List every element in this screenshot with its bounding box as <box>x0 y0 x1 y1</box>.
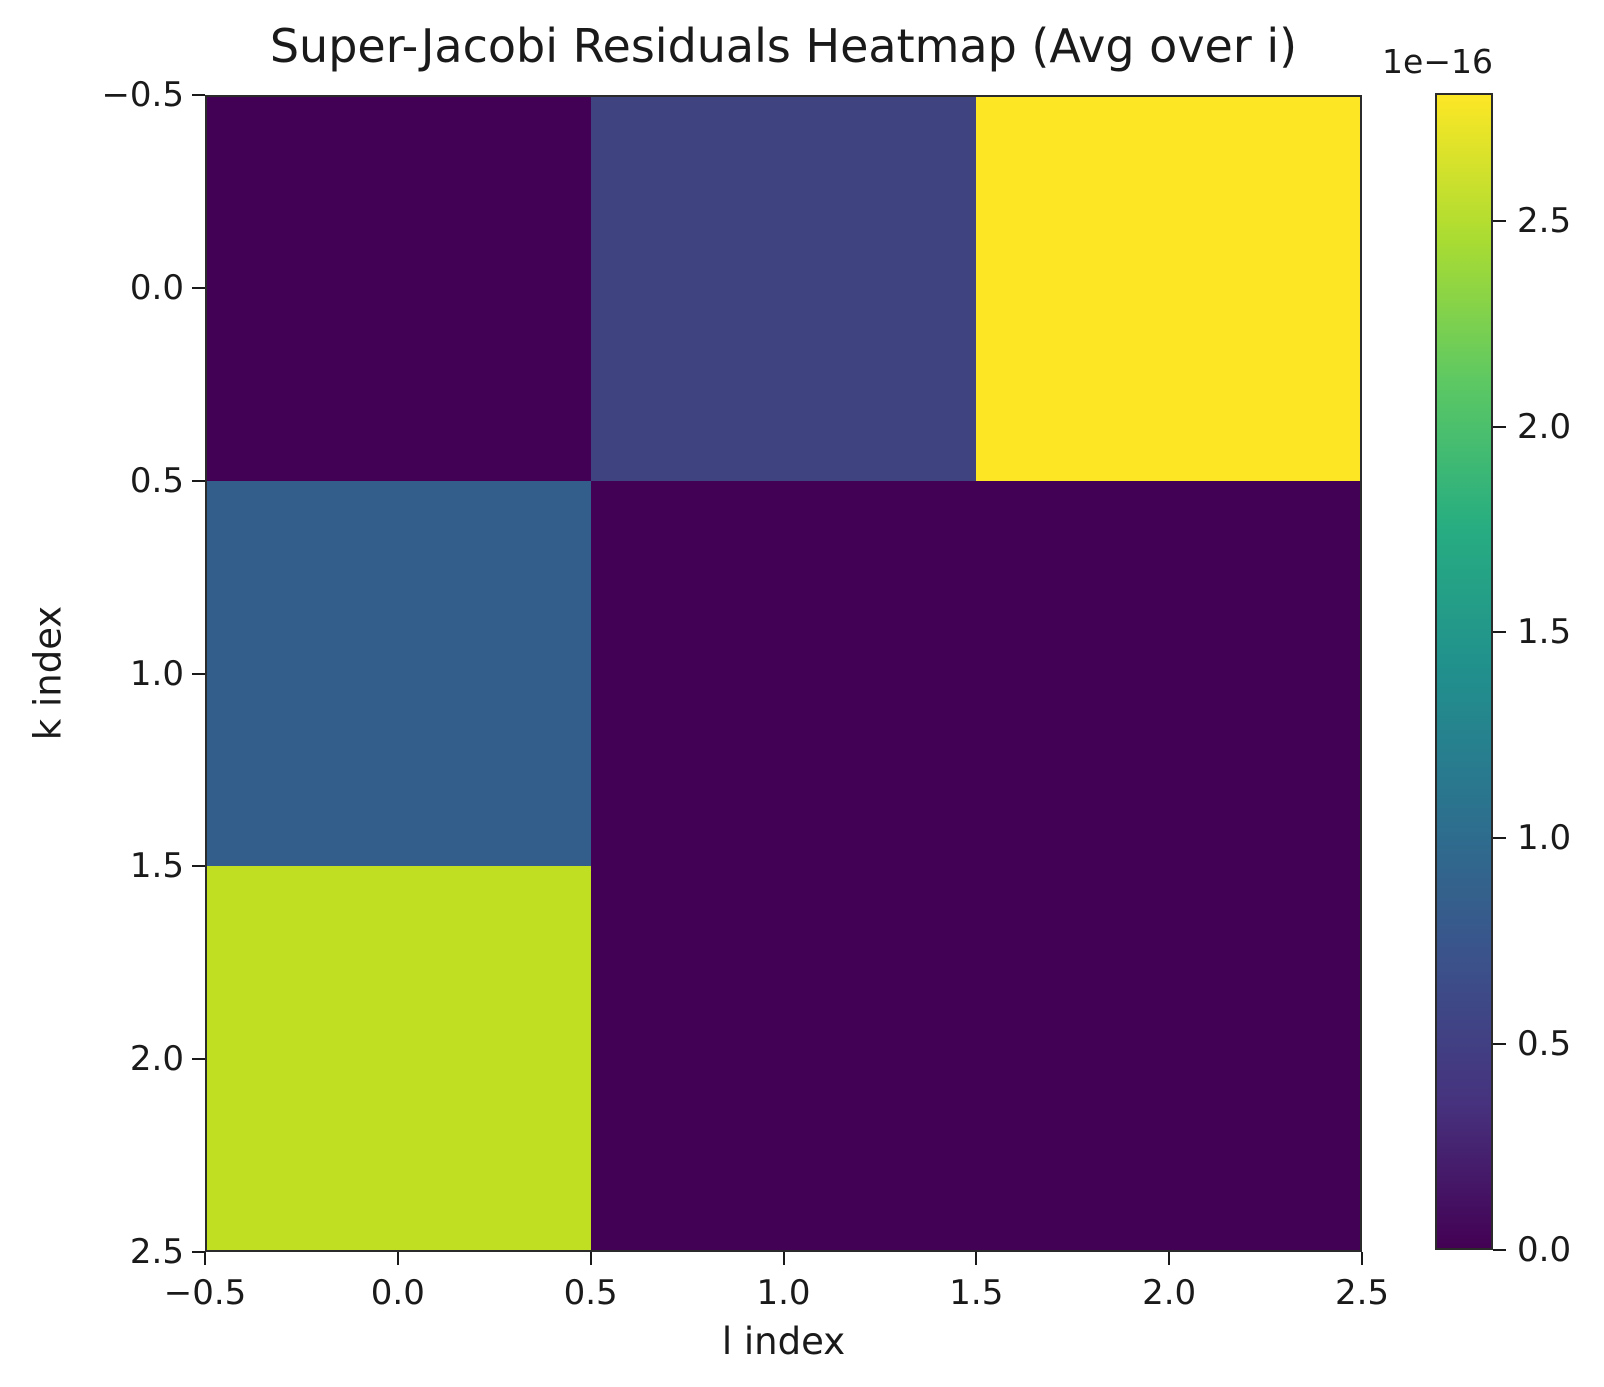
x-tick-label: 1.5 <box>949 1273 1004 1313</box>
y-tick-label: 2.0 <box>129 1039 184 1080</box>
heatmap-cell-k0-l1 <box>591 97 976 482</box>
y-tick-mark <box>192 479 205 482</box>
x-tick-mark <box>1361 1252 1363 1265</box>
colorbar-gradient <box>1435 93 1493 1250</box>
heatmap-grid <box>205 95 1362 1252</box>
colorbar-tick-mark <box>1493 837 1506 840</box>
y-tick-mark <box>192 672 205 675</box>
heatmap-cell-k0-l2 <box>975 97 1360 482</box>
x-tick-mark <box>975 1252 978 1265</box>
x-tick-label: −0.5 <box>163 1273 247 1313</box>
heatmap-cell-k1-l2 <box>975 481 1360 866</box>
y-tick-mark <box>192 286 205 289</box>
colorbar-tick-mark <box>1493 631 1506 634</box>
y-tick-label: 0.5 <box>129 460 184 501</box>
x-tick-mark <box>782 1252 785 1265</box>
heatmap-cell-k1-l1 <box>591 481 976 866</box>
y-tick-label: 1.0 <box>129 653 184 694</box>
x-tick-mark <box>204 1252 206 1265</box>
colorbar-tick-label: 1.5 <box>1517 612 1572 653</box>
x-tick-label: 0.5 <box>563 1273 618 1313</box>
x-axis-label: l index <box>721 1320 846 1363</box>
y-tick-mark <box>192 1251 205 1253</box>
colorbar-scale-label: 1e−16 <box>1382 42 1493 81</box>
y-tick-mark <box>192 1058 205 1061</box>
colorbar-tick-label: 2.5 <box>1517 200 1572 241</box>
x-tick-label: 2.5 <box>1334 1273 1390 1313</box>
colorbar-tick-mark <box>1493 1043 1506 1046</box>
y-tick-label: 2.5 <box>129 1232 184 1272</box>
y-tick-label: −0.5 <box>101 75 184 115</box>
colorbar-tick-label: 0.5 <box>1517 1024 1572 1065</box>
heatmap-cell-k2-l2 <box>975 865 1360 1250</box>
y-tick-mark <box>192 94 205 96</box>
colorbar-tick-mark <box>1493 1249 1506 1251</box>
heatmap-cell-k2-l0 <box>207 865 592 1250</box>
heatmap-cell-k1-l0 <box>207 481 592 866</box>
heatmap-cell-k2-l1 <box>591 865 976 1250</box>
colorbar-tick-label: 2.0 <box>1517 406 1572 447</box>
x-tick-mark <box>1168 1252 1171 1265</box>
x-tick-mark <box>589 1252 592 1265</box>
colorbar-tick-mark <box>1493 219 1506 222</box>
colorbar-tick-mark <box>1493 425 1506 428</box>
colorbar-tick-label: 0.0 <box>1517 1230 1572 1270</box>
y-tick-label: 1.5 <box>129 846 184 887</box>
x-tick-label: 1.0 <box>756 1273 811 1313</box>
y-tick-label: 0.0 <box>129 267 184 308</box>
heatmap-cell-k0-l0 <box>207 97 592 482</box>
colorbar-tick-label: 1.0 <box>1517 818 1572 859</box>
x-tick-label: 0.0 <box>370 1273 425 1313</box>
y-tick-mark <box>192 865 205 868</box>
x-tick-label: 2.0 <box>1142 1273 1197 1313</box>
chart-title: Super-Jacobi Residuals Heatmap (Avg over… <box>269 19 1298 73</box>
x-tick-mark <box>396 1252 399 1265</box>
